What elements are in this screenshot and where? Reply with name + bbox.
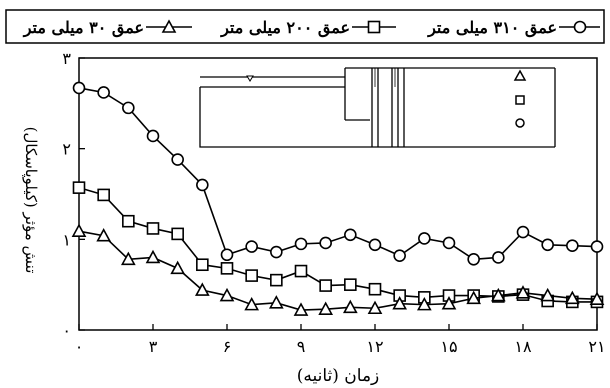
- data-point-circle: [393, 249, 406, 262]
- data-point-triangle: [342, 299, 358, 314]
- legend-marker-square: [367, 20, 381, 34]
- data-point-triangle: [71, 223, 87, 237]
- data-point-triangle: [194, 282, 210, 296]
- data-point-circle: [294, 237, 308, 251]
- data-point-triangle: [416, 296, 432, 311]
- x-tick-label: ۲۱: [588, 337, 605, 356]
- data-point-triangle: [490, 287, 506, 302]
- data-point-circle: [344, 228, 357, 242]
- data-point-triangle: [318, 301, 334, 315]
- data-point-square: [196, 258, 209, 272]
- data-point-circle: [72, 81, 86, 95]
- legend-label: عمق ۲۰۰ میلی متر: [220, 18, 350, 38]
- series-circle: [72, 81, 604, 266]
- data-point-square: [122, 214, 135, 228]
- data-point-triangle: [170, 260, 186, 275]
- data-point-square: [171, 227, 184, 241]
- data-point-circle: [220, 248, 234, 262]
- data-point-triangle: [540, 287, 556, 302]
- y-tick-label: ۳: [62, 49, 71, 68]
- data-point-triangle: [392, 296, 408, 310]
- data-point-circle: [196, 178, 209, 192]
- series-triangle: [71, 223, 605, 316]
- data-point-circle: [245, 240, 258, 253]
- data-point-circle: [590, 240, 604, 253]
- data-point-circle: [418, 232, 431, 245]
- data-point-circle: [467, 252, 480, 266]
- data-point-circle: [566, 239, 579, 252]
- legend-item: عمق ۲۰۰ میلی متر: [220, 18, 396, 38]
- data-point-triangle: [293, 302, 309, 316]
- x-tick-label: ۱۵: [440, 337, 457, 356]
- data-point-triangle: [96, 228, 112, 242]
- data-point-circle: [171, 153, 184, 166]
- data-point-square: [245, 269, 258, 282]
- y-tick-label: ۱: [62, 230, 71, 249]
- data-point-circle: [492, 251, 505, 264]
- data-point-triangle: [268, 295, 284, 309]
- plot-area: [78, 57, 598, 331]
- data-point-triangle: [589, 291, 605, 305]
- y-axis-label: تنش مؤثر (کیلوپاسکال): [22, 127, 40, 274]
- inset-schematic: [199, 67, 556, 148]
- data-point-square: [294, 264, 308, 278]
- data-point-triangle: [244, 296, 260, 311]
- data-point-triangle: [145, 249, 161, 264]
- legend-label: عمق ۳۱۰ میلی متر: [427, 18, 557, 38]
- series-group: [71, 81, 605, 316]
- data-point-triangle: [219, 287, 235, 302]
- data-point-circle: [122, 101, 135, 115]
- data-point-circle: [442, 236, 456, 250]
- legend-label: عمق ۳۰ میلی متر: [23, 18, 144, 38]
- data-point-square: [72, 181, 86, 194]
- x-tick-label: ۹: [297, 337, 306, 356]
- data-point-triangle: [120, 251, 136, 266]
- inset-triangle-marker: [513, 69, 527, 81]
- data-point-circle: [516, 225, 530, 239]
- inset-circle-marker: [515, 118, 525, 128]
- legend-marker-triangle: [161, 19, 177, 33]
- x-tick-label: ۱۲: [366, 337, 383, 356]
- data-point-circle: [97, 86, 110, 99]
- data-point-square: [97, 188, 110, 202]
- x-tick-label: ۶: [223, 337, 232, 356]
- x-axis-label: زمان (ثانیه): [297, 366, 380, 386]
- series-line: [78, 186, 597, 303]
- data-point-triangle: [441, 296, 457, 310]
- data-point-triangle: [564, 290, 580, 305]
- legend-item: عمق ۳۱۰ میلی متر: [427, 18, 600, 38]
- series-line: [78, 87, 598, 261]
- legend-item: عمق ۳۰ میلی متر: [23, 18, 192, 38]
- data-point-circle: [368, 238, 382, 252]
- data-point-square: [146, 222, 160, 235]
- data-point-square: [344, 278, 357, 291]
- y-tick-label: ۲: [62, 140, 71, 159]
- legend-marker-circle: [573, 20, 587, 34]
- legend: عمق ۳۱۰ میلی متر عمق ۲۰۰ میلی متر عمق ۳۰ م…: [23, 18, 600, 38]
- data-point-square: [319, 279, 332, 292]
- inset-square-marker: [515, 95, 525, 105]
- data-point-triangle: [466, 290, 482, 305]
- legend-frame: [5, 9, 605, 44]
- data-point-circle: [541, 238, 554, 252]
- data-point-triangle: [367, 300, 383, 315]
- data-point-square: [220, 262, 234, 275]
- data-point-circle: [146, 129, 160, 143]
- x-tick-label: ۰: [75, 337, 84, 356]
- data-point-circle: [270, 245, 283, 259]
- x-tick-label: ۳: [149, 337, 158, 356]
- x-tick-label: ۱۸: [514, 337, 532, 356]
- y-tick-label: ۰: [62, 321, 71, 340]
- data-point-circle: [319, 236, 332, 250]
- series-line: [78, 230, 598, 311]
- data-point-triangle: [515, 285, 531, 299]
- data-point-square: [270, 273, 283, 287]
- data-point-square: [368, 282, 382, 296]
